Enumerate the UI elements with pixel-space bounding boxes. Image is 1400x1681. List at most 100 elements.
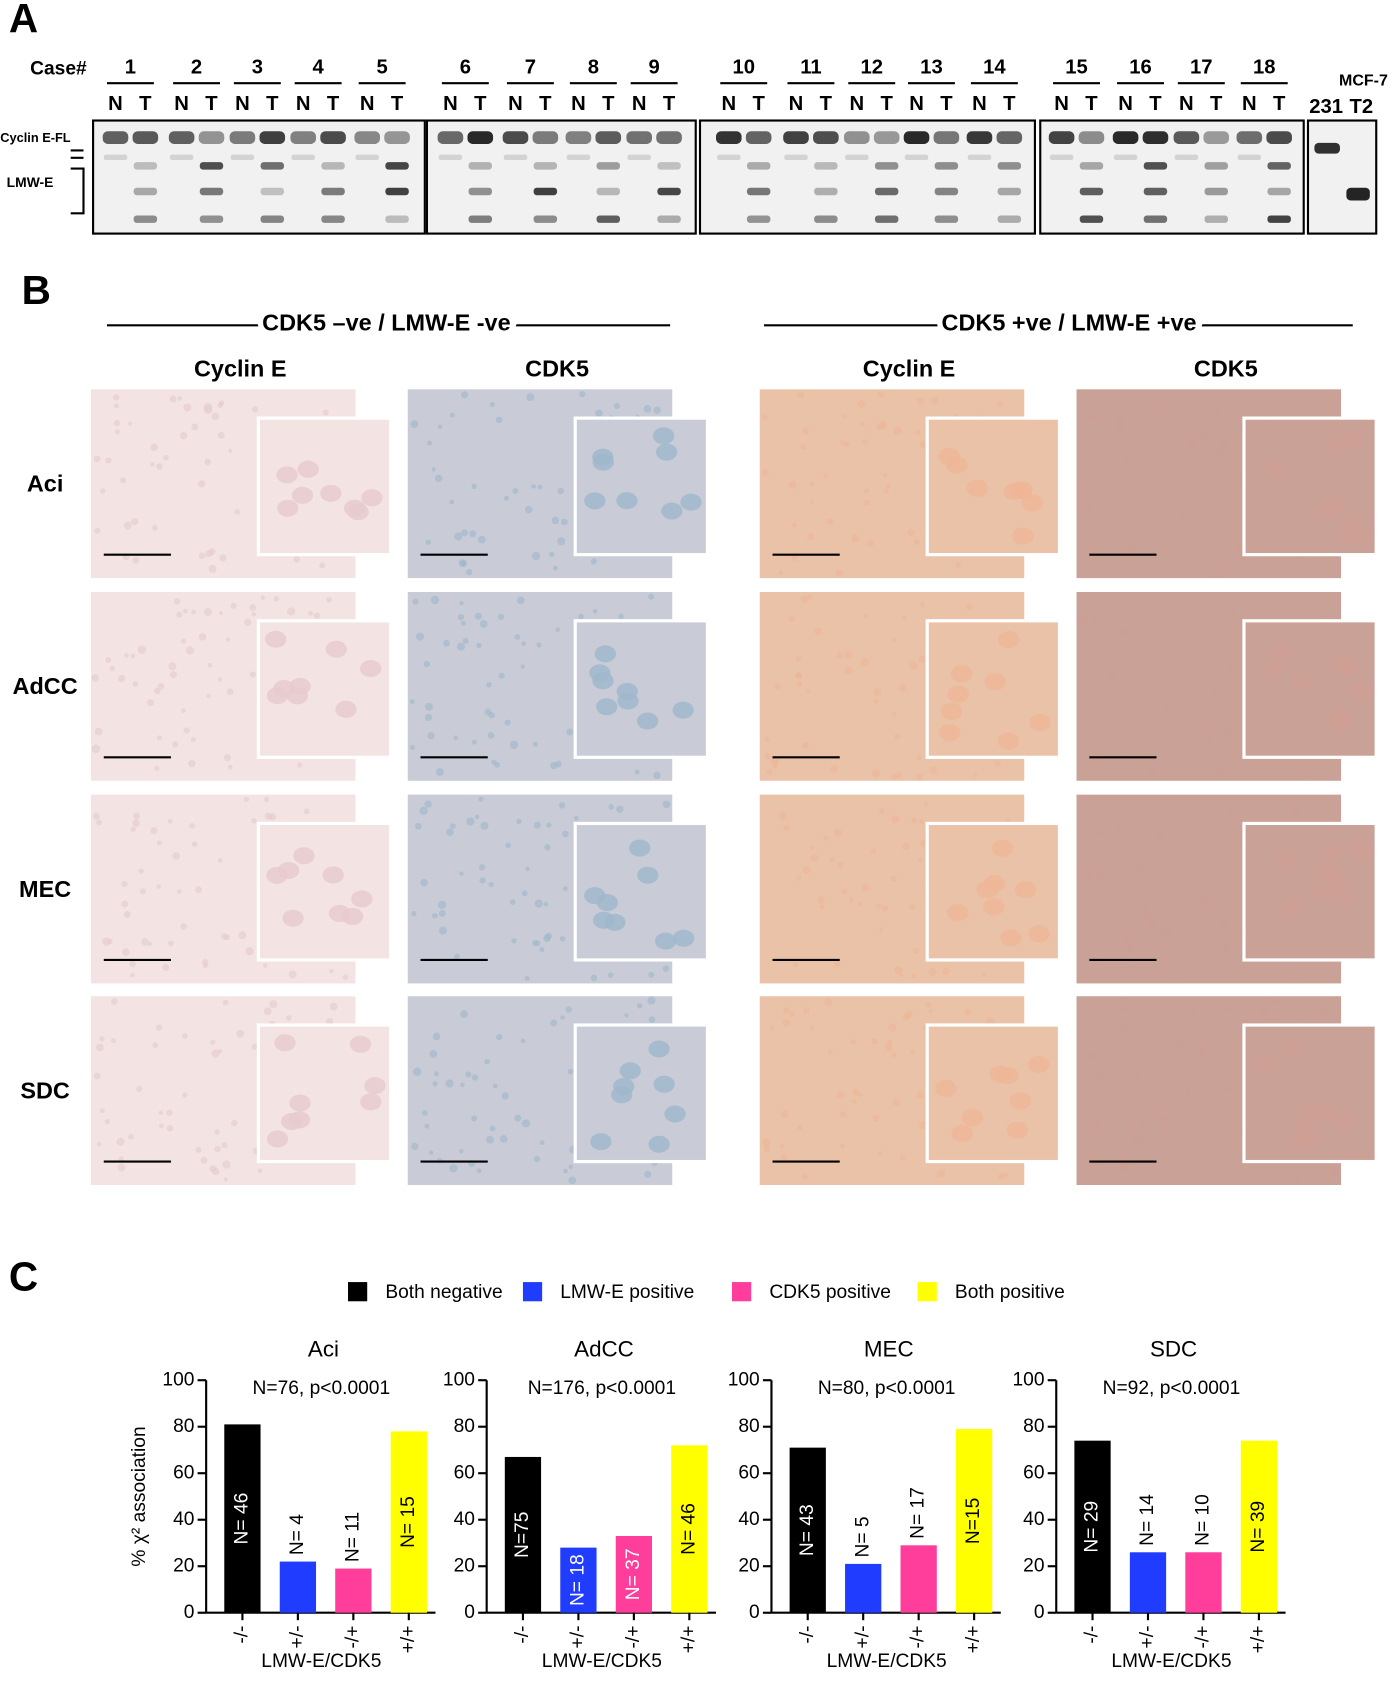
cell-dot [827,1049,833,1055]
cell-dot [562,886,568,891]
cell-dot [117,1163,126,1172]
cell-dot [1272,997,1281,1006]
x-tick-label: -/+ [623,1626,644,1649]
lane-label: N [849,93,864,115]
cell-dot [766,769,773,776]
cell-dot [1123,547,1130,555]
nucleus [349,1035,372,1053]
lane-label: N [571,93,586,115]
cell-dot [460,1082,465,1088]
cell-dot [1196,502,1201,507]
cell-dot [608,804,614,810]
cell-dot [1166,530,1173,537]
x-tick-label: -/- [1082,1626,1103,1644]
cell-dot [955,561,962,568]
cell-dot [432,1081,438,1087]
cell-dot [1325,407,1332,413]
cell-dot [521,641,526,646]
nucleus [1274,852,1296,870]
cell-dot [842,414,847,420]
cell-dot [94,727,103,736]
cell-dot [819,904,825,910]
bar-label: N= 17 [908,1487,929,1539]
cell-dot [1135,865,1143,873]
nucleus [997,1066,1019,1085]
cell-dot [911,974,917,980]
lane-label: N [1179,93,1194,115]
cell-dot [624,1013,629,1018]
cell-dot [461,391,469,399]
cell-dot [155,1024,163,1031]
cell-dot [1089,697,1096,704]
cell-dot [873,688,882,696]
cell-dot [200,1156,208,1164]
cell-dot [116,1137,125,1146]
cell-dot [1198,1042,1207,1051]
lane-label: N [1242,93,1257,115]
bar [1074,1440,1111,1613]
cell-dot [662,800,671,809]
band [260,215,285,223]
nucleus [289,677,311,695]
y-tick-label: 0 [1034,1602,1045,1623]
cell-dot [166,1109,173,1117]
cell-dot [147,941,153,947]
band [1079,187,1104,196]
cell-dot [647,996,656,1005]
cell-dot [1266,611,1272,618]
band [199,215,224,223]
cell-dot [1200,762,1207,768]
y-tick-label: 80 [173,1416,194,1437]
cell-dot [105,657,112,663]
y-tick-label: 80 [738,1416,759,1437]
cell-dot [217,402,224,409]
band [1204,162,1228,170]
lane-label: T [1273,93,1286,115]
bar [789,1447,826,1613]
cell-dot [223,1177,228,1182]
cell-dot [557,487,565,495]
cell-dot [878,808,885,815]
cell-dot [536,642,542,648]
cell-dot [568,1176,577,1185]
cell-dot [1121,1153,1127,1159]
band [502,131,529,144]
cell-dot [1146,541,1152,547]
band [1112,131,1139,144]
band [169,154,194,160]
band [260,187,285,196]
cell-dot [450,823,456,829]
cell-dot [497,613,505,621]
cell-dot [871,769,881,778]
band [199,187,224,196]
nucleus [672,701,694,719]
cell-dot [809,481,816,487]
cell-dot [181,708,186,713]
cell-dot [1224,727,1232,736]
lane-label: N [1054,93,1069,115]
band [199,162,224,170]
cell-dot [1158,1101,1167,1110]
cell-dot [653,771,661,780]
cell-dot [214,1145,221,1153]
bar-label: N= 46 [231,1493,252,1545]
cell-dot [814,627,822,636]
cell-dot [534,899,543,908]
cell-dot [138,868,144,874]
cell-dot [1328,1172,1335,1179]
cell-dot [607,972,614,979]
cell-dot [783,1007,790,1014]
cell-dot [1107,672,1115,681]
cell-dot [1092,515,1100,523]
cell-dot [512,488,519,494]
cell-dot [916,397,924,405]
nucleus [335,700,357,718]
cell-dot [866,539,874,548]
cell-dot [217,858,223,863]
cell-dot [579,390,586,398]
band [533,162,558,170]
cell-dot [1134,1136,1144,1145]
cell-dot [1222,943,1231,952]
lane-label: T [752,93,765,115]
bar [390,1431,427,1613]
